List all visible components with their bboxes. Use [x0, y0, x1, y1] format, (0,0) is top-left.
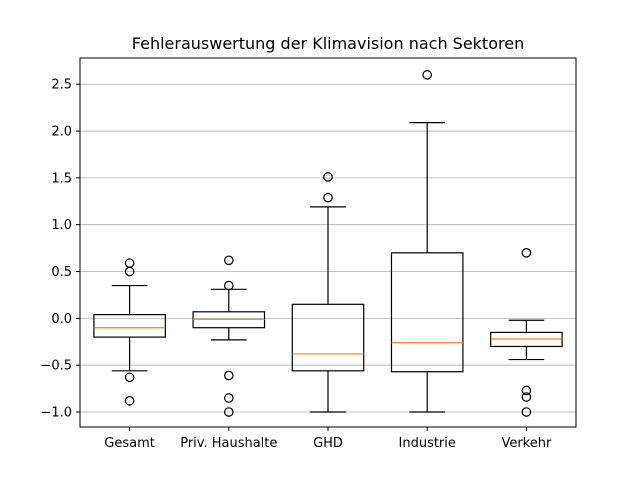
outlier-point	[422, 70, 432, 80]
y-tick-label: 1.5	[51, 171, 72, 186]
outlier-point	[224, 255, 234, 266]
outlier-point	[224, 280, 234, 291]
x-tick-label: Verkehr	[501, 436, 552, 451]
outlier-point	[224, 393, 234, 403]
outlier-point	[224, 370, 234, 381]
y-axis: −1.0 −0.5 0.0 0.5 1.0 1.5 2.0 2.5	[40, 78, 80, 421]
y-tick-label: 2.0	[51, 125, 72, 140]
y-tick-label: −0.5	[40, 359, 72, 374]
outlier-point	[521, 407, 532, 417]
box-iqr	[93, 314, 166, 338]
outlier-point	[521, 248, 532, 258]
box-1	[93, 258, 166, 406]
box-3	[291, 172, 365, 413]
x-tick-label: Priv. Haushalte	[180, 436, 277, 451]
y-tick-label: −1.0	[40, 406, 72, 421]
outlier-point	[124, 266, 135, 277]
box-4	[390, 70, 464, 413]
box-iqr	[390, 252, 464, 373]
outlier-point	[124, 372, 135, 383]
outlier-point	[323, 192, 333, 203]
x-tick-label: Industrie	[399, 436, 456, 451]
y-tick-label: 2.5	[51, 78, 72, 93]
outlier-point	[521, 385, 532, 396]
outlier-point	[323, 172, 333, 182]
x-axis: Gesamt Priv. Haushalte GHD Industrie Verkehr	[104, 427, 552, 451]
box-2	[192, 255, 266, 417]
y-tick-label: 1.0	[51, 218, 72, 233]
outlier-point	[521, 392, 532, 402]
box-5	[490, 248, 563, 417]
y-tick-label: 0.0	[51, 312, 72, 327]
box-iqr	[291, 303, 365, 372]
x-tick-label: Gesamt	[104, 436, 155, 451]
chart-title: Fehlerauswertung der Klimavision nach Se…	[132, 34, 524, 53]
outlier-point	[124, 258, 135, 268]
outlier-point	[224, 407, 234, 417]
y-tick-label: 0.5	[51, 265, 72, 280]
outlier-point	[124, 395, 135, 406]
x-tick-label: GHD	[313, 436, 343, 451]
box-group	[93, 70, 563, 417]
